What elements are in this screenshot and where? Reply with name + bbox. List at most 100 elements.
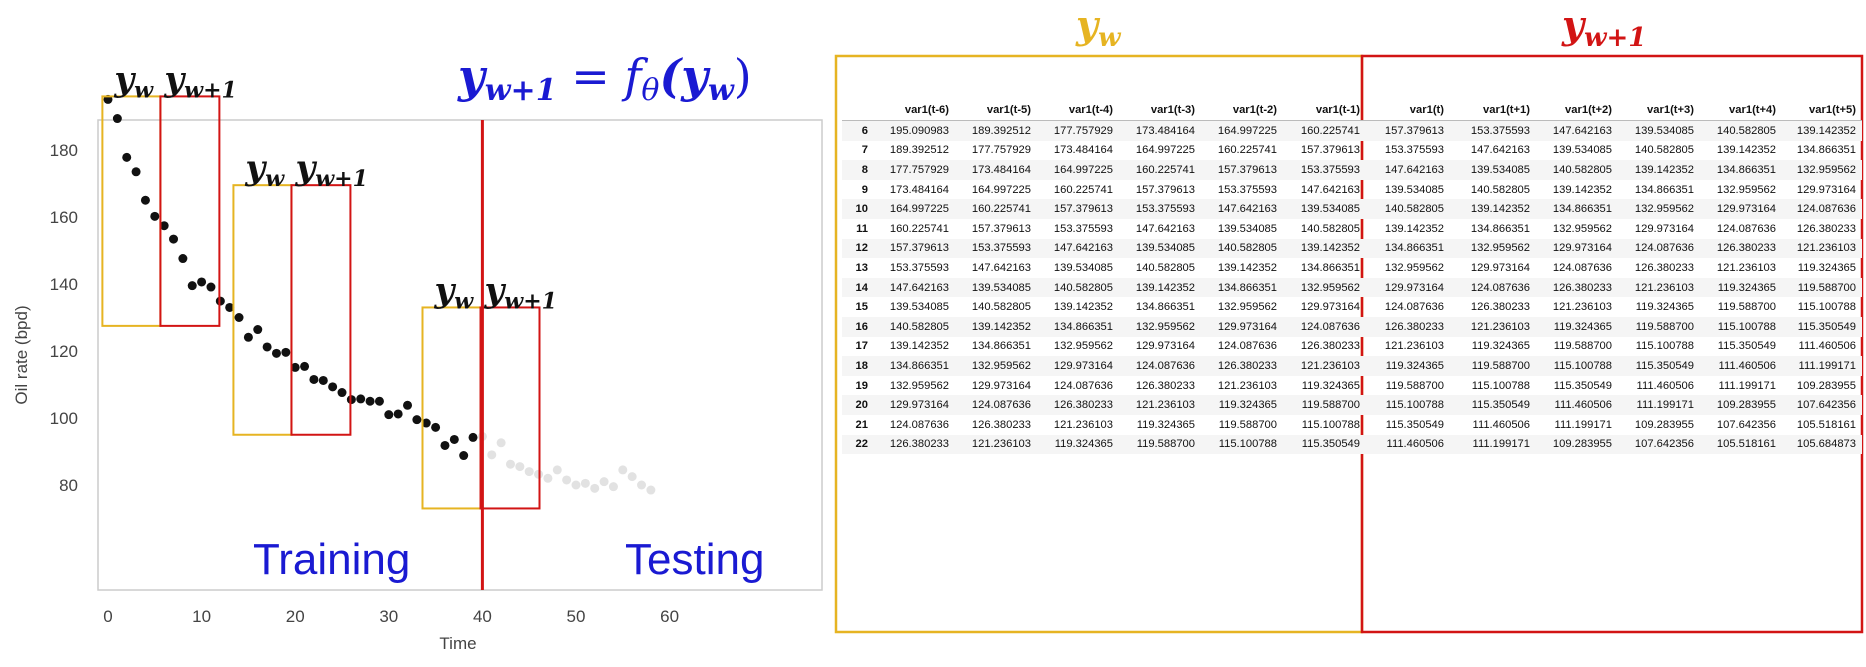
axis-ticks: 0 10 20 30 40 50 60 80 100 120 140 160 180 [50,141,679,626]
test-point [580,478,590,488]
train-point [365,396,375,406]
table-cell: 107.642356 [1716,418,1776,431]
testing-label: Testing [625,535,764,584]
test-point [543,473,553,483]
table-cell: 121.236103 [1217,379,1277,392]
train-point [169,234,179,244]
table-cell: 119.588700 [1717,301,1776,314]
table-cell: 173.484164 [889,183,949,196]
x-tick-label: 60 [660,607,679,626]
table-cell: 147.642163 [1135,222,1195,235]
table-row: 14 147.642163 139.534085 140.582805 139.1423… [842,277,1862,298]
table-cell: 124.087636 [1283,316,1366,337]
table-cell: 119.588700 [1218,418,1277,431]
table-cell: 115.100788 [1301,418,1360,431]
test-point [618,465,628,475]
table-row: 6 195.090983 189.392512 177.757929 173.48416… [842,120,1862,141]
test-point [487,450,497,460]
table-cell: 147.642163 [1470,144,1530,157]
table-cell: 126.380233 [872,434,955,455]
table-cell: 139.142352 [1119,277,1201,298]
column-header: var1(t+5) [1782,100,1862,121]
table-cell: 140.582805 [971,301,1031,314]
table-cell: 160.225741 [1283,120,1366,141]
table-cell: 115.100788 [1201,434,1283,455]
table-cell: 129.973164 [1796,183,1856,196]
table-row: 15 139.534085 140.582805 139.142352 134.8663… [842,297,1862,317]
table-cell: 126.380233 [1634,261,1694,274]
table-cell: 115.100788 [1471,379,1530,392]
table-cell: 132.959562 [955,356,1037,376]
table-cell: 139.142352 [1552,183,1612,196]
table-cell: 115.350549 [1385,418,1444,431]
table-cell: 115.350549 [1454,395,1536,415]
table-cell: 140.582805 [1366,199,1454,219]
table-cell: 115.350549 [1782,316,1862,337]
column-header: var1(t-4) [1037,100,1119,121]
table-cell: 195.090983 [872,120,955,141]
table-cell: 153.375593 [955,238,1037,259]
yw1-label: yw+1 [294,148,367,192]
table-cell: 147.642163 [971,261,1031,274]
yw1-title-sub: w+1 [1584,23,1646,53]
table-cell: 119.588700 [1618,316,1700,337]
table-cell: 139.142352 [1716,144,1776,157]
table-cell: 132.959562 [1283,277,1366,298]
table-cell: 107.642356 [1782,395,1862,415]
yw1-label: yw+1 [163,59,236,103]
table-cell: 126.380233 [1470,301,1530,314]
table-cell: 126.380233 [1300,340,1360,353]
table-cell: 132.959562 [1053,340,1113,353]
train-point [234,313,244,322]
table-cell: 111.460506 [1366,434,1454,455]
table-row: 9 173.484164 164.997225 160.225741 157.37961… [842,180,1862,200]
train-point [412,415,422,425]
row-index: 10 [842,199,872,219]
yw-table-title: yw [1075,2,1122,53]
window-boxes [101,95,541,510]
table-cell: 147.642163 [1201,199,1283,219]
table-cell: 121.236103 [955,434,1037,455]
equation-theta: θ [641,73,659,108]
test-point [646,485,656,495]
table-cell: 105.684873 [1782,434,1862,455]
window-labels: yw yw+1yw yw+1yw yw+1 [113,59,557,314]
table-cell: 132.959562 [1552,222,1612,235]
table-cell: 132.959562 [1384,261,1444,274]
table-cell: 119.324365 [1797,261,1856,274]
table-cell: 126.380233 [1536,277,1618,298]
column-header: var1(t+3) [1618,100,1700,121]
table-cell: 115.350549 [1283,434,1366,455]
yw-label: yw [244,148,285,192]
y-tick-label: 120 [50,342,78,361]
train-point [309,374,319,384]
table-cell: 134.866351 [1536,199,1618,219]
table-cell: 121.236103 [1053,418,1113,431]
equation-end: ) [734,49,752,103]
y-tick-label: 180 [50,141,78,160]
column-header: var1(t-1) [1283,100,1366,121]
table-cell: 139.534085 [1053,261,1113,274]
yw1-label-y: y [294,148,317,188]
train-point [403,400,413,410]
row-index: 18 [842,356,872,376]
table-cell: 115.100788 [1366,395,1454,415]
table-cell: 153.375593 [1217,183,1277,196]
y-tick-label: 100 [50,409,78,428]
table-cell: 126.380233 [1201,356,1283,376]
table-cell: 111.460506 [1636,379,1694,392]
table-cell: 129.973164 [1536,238,1618,259]
yw-label-sub: w [134,77,154,103]
table-cell: 126.380233 [1796,222,1856,235]
yw1-label-y: y [484,270,507,310]
table-cell: 189.392512 [889,144,949,157]
train-point [253,325,263,335]
yw1-window-box [159,95,221,327]
row-index: 16 [842,316,872,337]
column-header: var1(t) [1366,100,1454,121]
test-point [515,462,525,472]
x-tick-label: 20 [286,607,305,626]
table-cell: 189.392512 [955,120,1037,141]
table-cell: 129.973164 [872,395,955,415]
table-row: 16 140.582805 139.142352 134.866351 132.9595… [842,316,1862,337]
